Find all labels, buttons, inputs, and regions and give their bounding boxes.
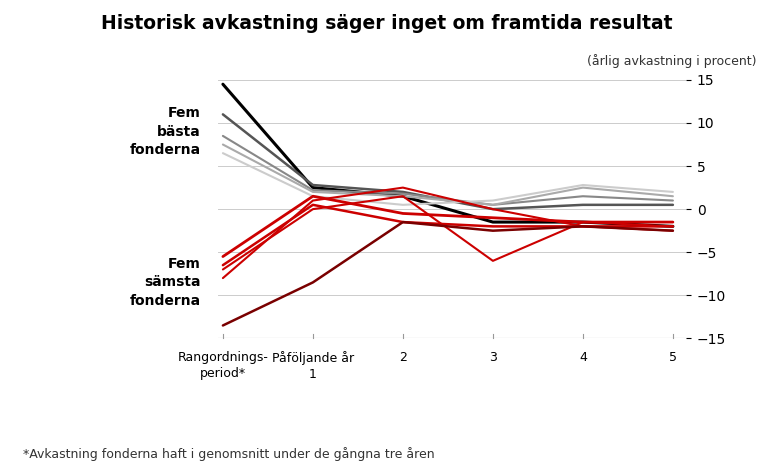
Text: 5: 5: [669, 351, 677, 364]
Text: Fem
bästa
fonderna: Fem bästa fonderna: [129, 106, 200, 157]
Text: Historisk avkastning säger inget om framtida resultat: Historisk avkastning säger inget om fram…: [101, 14, 673, 33]
Text: 4: 4: [579, 351, 587, 364]
Text: Påföljande år
1: Påföljande år 1: [272, 351, 354, 381]
Text: *Avkastning fonderna haft i genomsnitt under de gångna tre åren: *Avkastning fonderna haft i genomsnitt u…: [23, 446, 435, 461]
Text: 2: 2: [399, 351, 407, 364]
Text: Rangordnings-
period*: Rangordnings- period*: [178, 351, 268, 380]
Text: 3: 3: [489, 351, 497, 364]
Text: Fem
sämsta
fonderna: Fem sämsta fonderna: [129, 257, 200, 308]
Text: (årlig avkastning i procent): (årlig avkastning i procent): [587, 54, 757, 68]
